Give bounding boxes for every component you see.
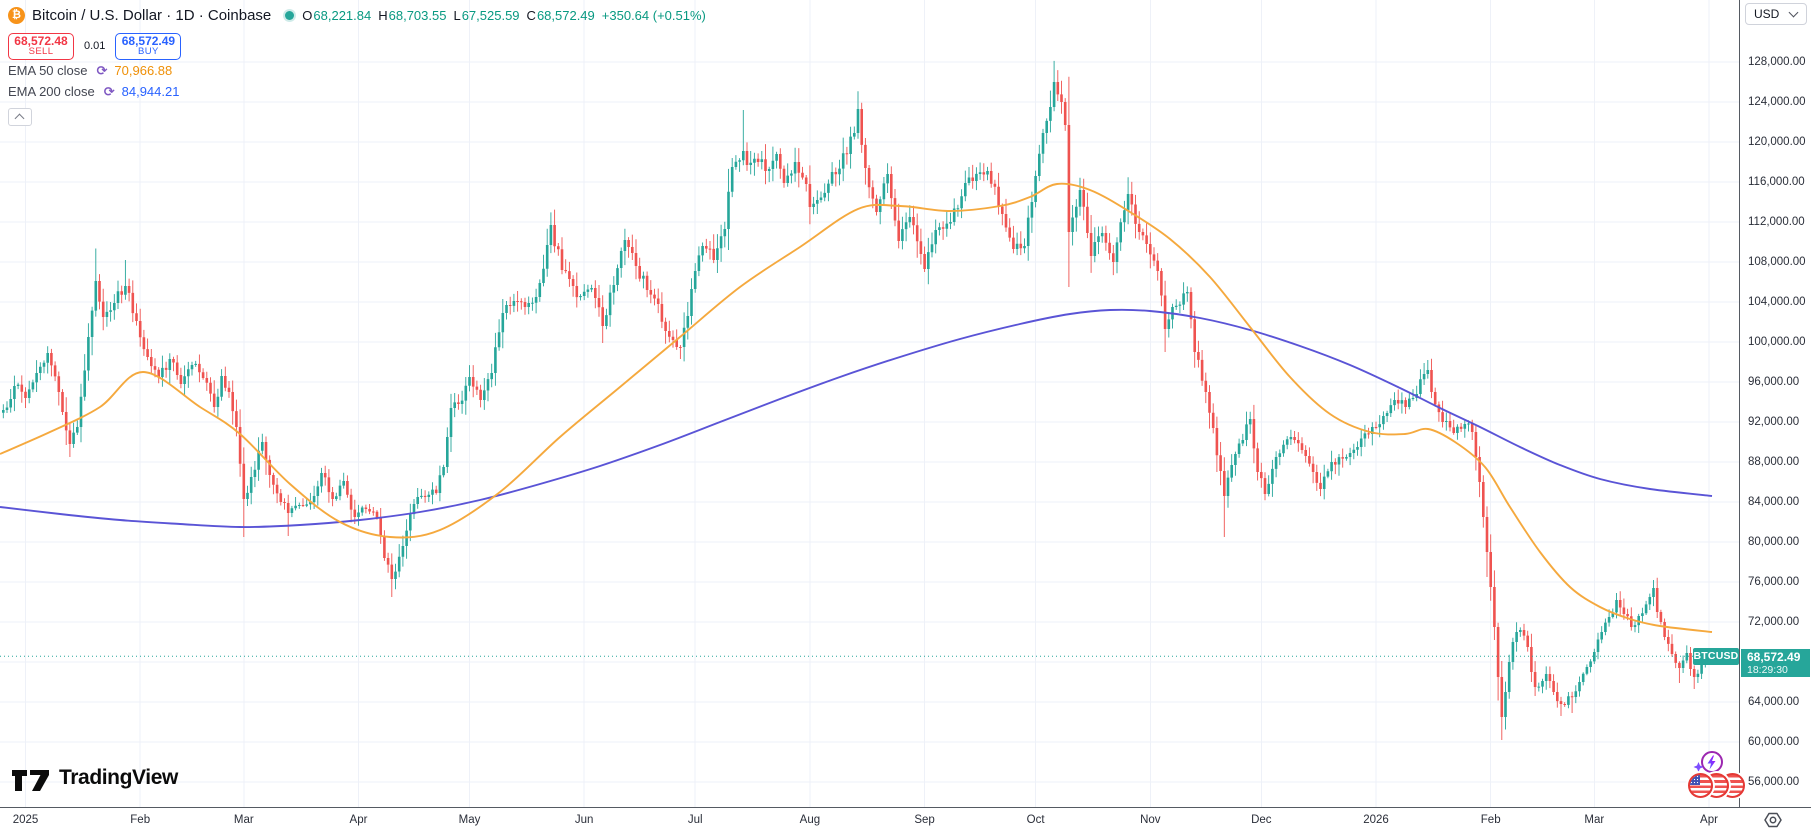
price-tick-label: 56,000.00 xyxy=(1748,776,1800,788)
price-tick-label: 120,000.00 xyxy=(1748,136,1806,148)
ema50-value: 70,966.88 xyxy=(114,63,173,78)
bar-countdown: 18:29:30 xyxy=(1747,664,1788,677)
open-value: 68,221.84 xyxy=(313,7,372,23)
ohlc-values: O68,221.84 H68,703.55 L67,525.59 C68,572… xyxy=(302,7,706,23)
price-tick-label: 60,000.00 xyxy=(1748,736,1800,748)
time-tick-label: May xyxy=(458,813,481,826)
price-tick-label: 112,000.00 xyxy=(1748,216,1805,228)
time-tick-label: Aug xyxy=(799,813,821,826)
ema200-value: 84,944.21 xyxy=(121,84,180,99)
last-price-tag: 68,572.49 18:29:30 xyxy=(1741,649,1810,678)
price-tick-label: 76,000.00 xyxy=(1748,576,1800,588)
time-tick-label: Apr xyxy=(1700,813,1718,826)
ema50-line xyxy=(0,182,1713,633)
refresh-icon[interactable]: ⟳ xyxy=(103,83,115,99)
time-tick-label: 2026 xyxy=(1363,813,1389,826)
trade-panel: 68,572.48 SELL 0.01 68,572.49 BUY xyxy=(8,32,706,60)
tradingview-logo-icon xyxy=(12,770,49,791)
chevron-down-icon xyxy=(1788,7,1799,18)
time-tick-label: Feb xyxy=(1480,813,1501,826)
chart-legend: ₿ Bitcoin / U.S. Dollar · 1D · Coinbase … xyxy=(8,4,706,126)
time-tick-label: Jun xyxy=(574,813,594,826)
refresh-icon[interactable]: ⟳ xyxy=(96,62,108,78)
ema200-label: EMA 200 close xyxy=(8,84,95,99)
language-flags-button[interactable] xyxy=(1688,773,1748,800)
price-axis[interactable]: USD 128,000.00 124,000.00 120,000.00 116,00… xyxy=(1739,0,1811,807)
high-value: 68,703.55 xyxy=(388,7,447,23)
supercharts-promo-button[interactable] xyxy=(1692,750,1726,778)
time-tick-label: Oct xyxy=(1026,813,1045,826)
market-status-icon[interactable] xyxy=(285,10,295,20)
lightning-icon xyxy=(1707,755,1716,770)
buy-button[interactable]: 68,572.49 BUY xyxy=(115,32,182,60)
change-value: +350.64 (+0.51%) xyxy=(601,7,706,23)
time-tick-label: 2025 xyxy=(12,813,39,826)
price-tick-label: 72,000.00 xyxy=(1748,616,1800,628)
tradingview-watermark: TradingView xyxy=(12,765,178,791)
price-tick-label: 84,000.00 xyxy=(1748,496,1800,508)
time-tick-label: Mar xyxy=(1584,813,1605,826)
price-tick-label: 88,000.00 xyxy=(1748,456,1800,468)
price-tick-label: 128,000.00 xyxy=(1748,56,1806,68)
price-tick-label: 124,000.00 xyxy=(1748,96,1806,108)
axis-settings-button[interactable] xyxy=(1764,812,1782,831)
spread-value: 0.01 xyxy=(84,40,106,52)
last-price-symbol-pill: BTCUSD xyxy=(1693,647,1739,665)
price-tick-label: 64,000.00 xyxy=(1748,696,1800,708)
currency-label: USD xyxy=(1754,7,1780,21)
us-flag-icon xyxy=(1688,773,1713,798)
chevron-up-icon xyxy=(14,113,25,124)
price-tick-label: 100,000.00 xyxy=(1748,336,1806,348)
watermark-text: TradingView xyxy=(59,766,178,789)
sell-button[interactable]: 68,572.48 SELL xyxy=(8,32,74,60)
time-tick-label: Apr xyxy=(349,813,368,826)
symbol-row[interactable]: ₿ Bitcoin / U.S. Dollar · 1D · Coinbase … xyxy=(8,4,706,26)
price-tick-label: 80,000.00 xyxy=(1748,536,1800,548)
time-tick-label: Feb xyxy=(130,813,151,826)
time-axis[interactable]: 2025 Feb Mar Apr May Jun Jul Aug Sep Oct Nov Dec 202… xyxy=(0,807,1811,831)
time-tick-label: Dec xyxy=(1251,813,1272,826)
time-tick-label: Mar xyxy=(233,813,254,826)
sparkle-icon xyxy=(1693,762,1704,772)
ema50-label: EMA 50 close xyxy=(8,63,88,78)
gear-icon xyxy=(1764,812,1782,828)
time-tick-label: Sep xyxy=(914,813,935,826)
ema200-line xyxy=(0,308,1713,528)
time-tick-label: Nov xyxy=(1140,813,1161,826)
price-tick-label: 104,000.00 xyxy=(1748,296,1806,308)
price-tick-label: 92,000.00 xyxy=(1748,416,1800,428)
indicator-row-ema200[interactable]: EMA 200 close ⟳ 84,944.21 xyxy=(8,81,706,102)
close-value: 68,572.49 xyxy=(536,7,595,23)
time-tick-label: Jul xyxy=(687,813,703,826)
price-tick-label: 96,000.00 xyxy=(1748,376,1800,388)
indicator-row-ema50[interactable]: EMA 50 close ⟳ 70,966.88 xyxy=(8,60,706,81)
collapse-legend-button[interactable] xyxy=(8,108,32,126)
price-tick-label: 116,000.00 xyxy=(1748,176,1805,188)
last-price-value: 68,572.49 xyxy=(1747,650,1801,665)
bitcoin-icon: ₿ xyxy=(8,6,25,24)
chart-canvas[interactable]: TradingView ₿ Bitcoin / U.S. Dollar · 1D… xyxy=(0,0,1739,807)
currency-selector[interactable]: USD xyxy=(1745,3,1807,25)
price-tick-label: 108,000.00 xyxy=(1748,256,1806,268)
low-value: 67,525.59 xyxy=(461,7,520,23)
symbol-title[interactable]: Bitcoin / U.S. Dollar · 1D · Coinbase xyxy=(32,6,272,24)
